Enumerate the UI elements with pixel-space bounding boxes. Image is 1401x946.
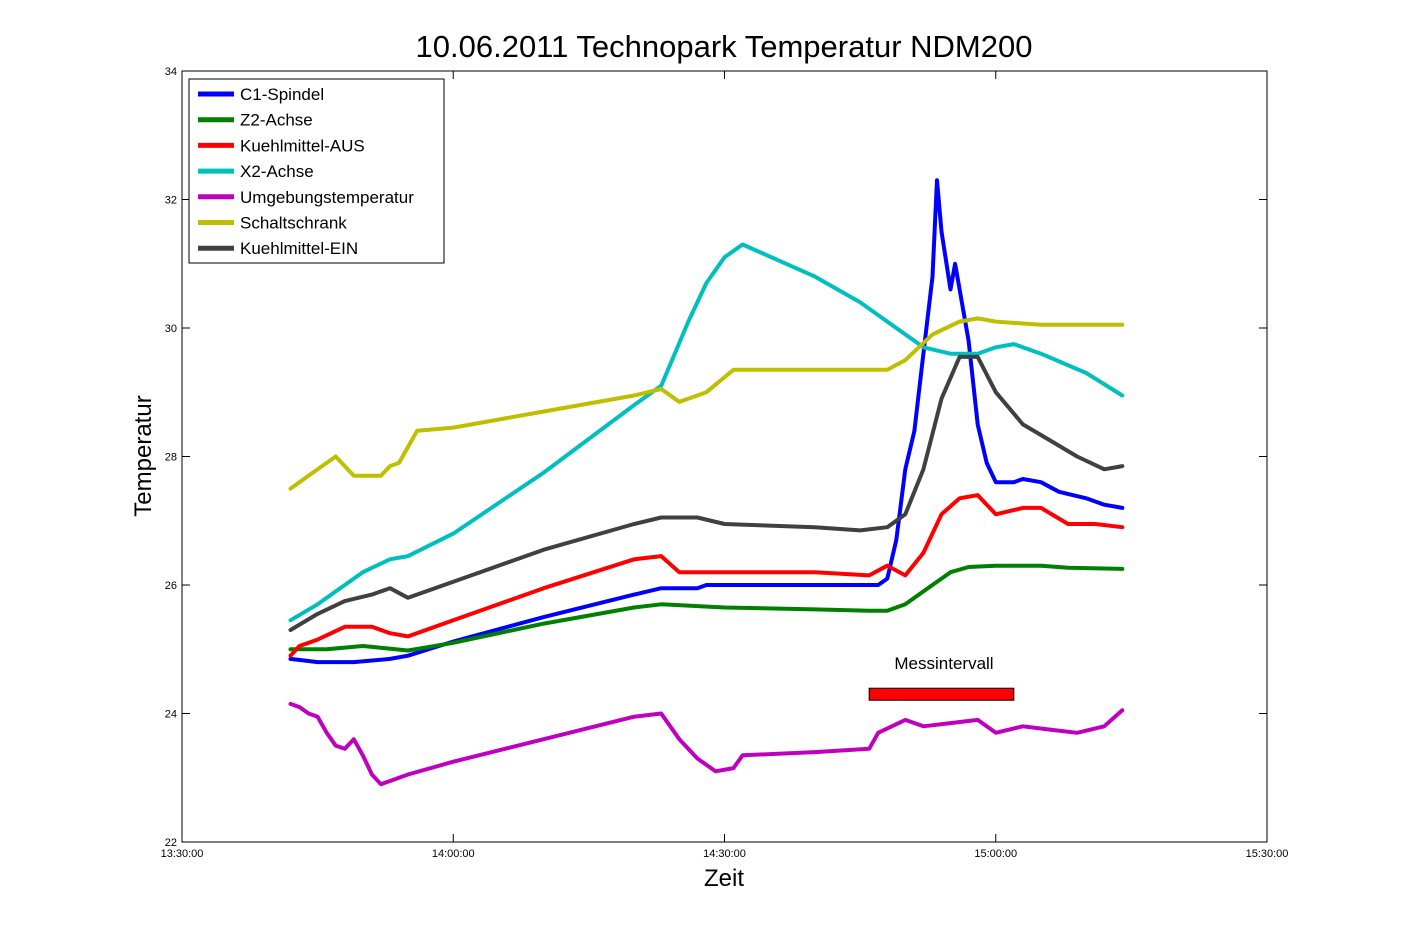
- series-lines: [288, 178, 1125, 787]
- legend-label-kuehlmittel-ein: Kuehlmittel-EIN: [240, 239, 358, 258]
- legend-label-schaltschrank: Schaltschrank: [240, 214, 347, 233]
- legend-label-c1-spindel: C1-Spindel: [240, 85, 324, 104]
- annotations: Messintervall: [868, 654, 1015, 701]
- y-tick-label: 26: [165, 580, 177, 592]
- series-line-kuehlmittel-ein: [288, 354, 1125, 632]
- messintervall-bar: [868, 687, 1015, 701]
- x-tick-label: 14:00:00: [432, 848, 475, 860]
- series-line-schaltschrank: [288, 316, 1125, 491]
- axis-ticks: 13:30:00 14:00:00 14:30:00 15:00:00 15:30:00…: [161, 66, 1289, 860]
- legend: C1-Spindel Z2-Achse Kuehlmittel-AUS X2-Achs…: [188, 78, 445, 264]
- y-tick-label: 28: [165, 452, 177, 464]
- legend-label-kuehlmittel-aus: Kuehlmittel-AUS: [240, 136, 365, 155]
- series-line-umgebungstemperatur: [288, 701, 1125, 787]
- series-line-z2-achse: [288, 563, 1125, 653]
- y-tick-label: 30: [165, 323, 177, 335]
- x-tick-label: 15:00:00: [974, 848, 1017, 860]
- series-line-kuehlmittel-aus: [288, 493, 1125, 658]
- legend-label-umgebungstemperatur: Umgebungstemperatur: [240, 188, 414, 207]
- y-tick-label: 22: [165, 837, 177, 849]
- series-line-c1-spindel: [288, 178, 1125, 665]
- x-tick-label: 14:30:00: [703, 848, 746, 860]
- y-tick-label: 32: [165, 195, 177, 207]
- x-tick-label: 13:30:00: [161, 848, 204, 860]
- y-axis-title: Temperatur: [130, 395, 157, 516]
- legend-label-x2-achse: X2-Achse: [240, 162, 314, 181]
- messintervall-label: Messintervall: [894, 654, 993, 673]
- series-line-x2-achse: [288, 242, 1125, 623]
- x-axis-title: Zeit: [704, 865, 744, 892]
- y-tick-label: 24: [165, 709, 177, 721]
- x-tick-label: 15:30:00: [1246, 848, 1289, 860]
- legend-label-z2-achse: Z2-Achse: [240, 111, 313, 130]
- y-tick-label: 34: [165, 66, 177, 78]
- chart-title: 10.06.2011 Technopark Temperatur NDM200: [416, 29, 1033, 64]
